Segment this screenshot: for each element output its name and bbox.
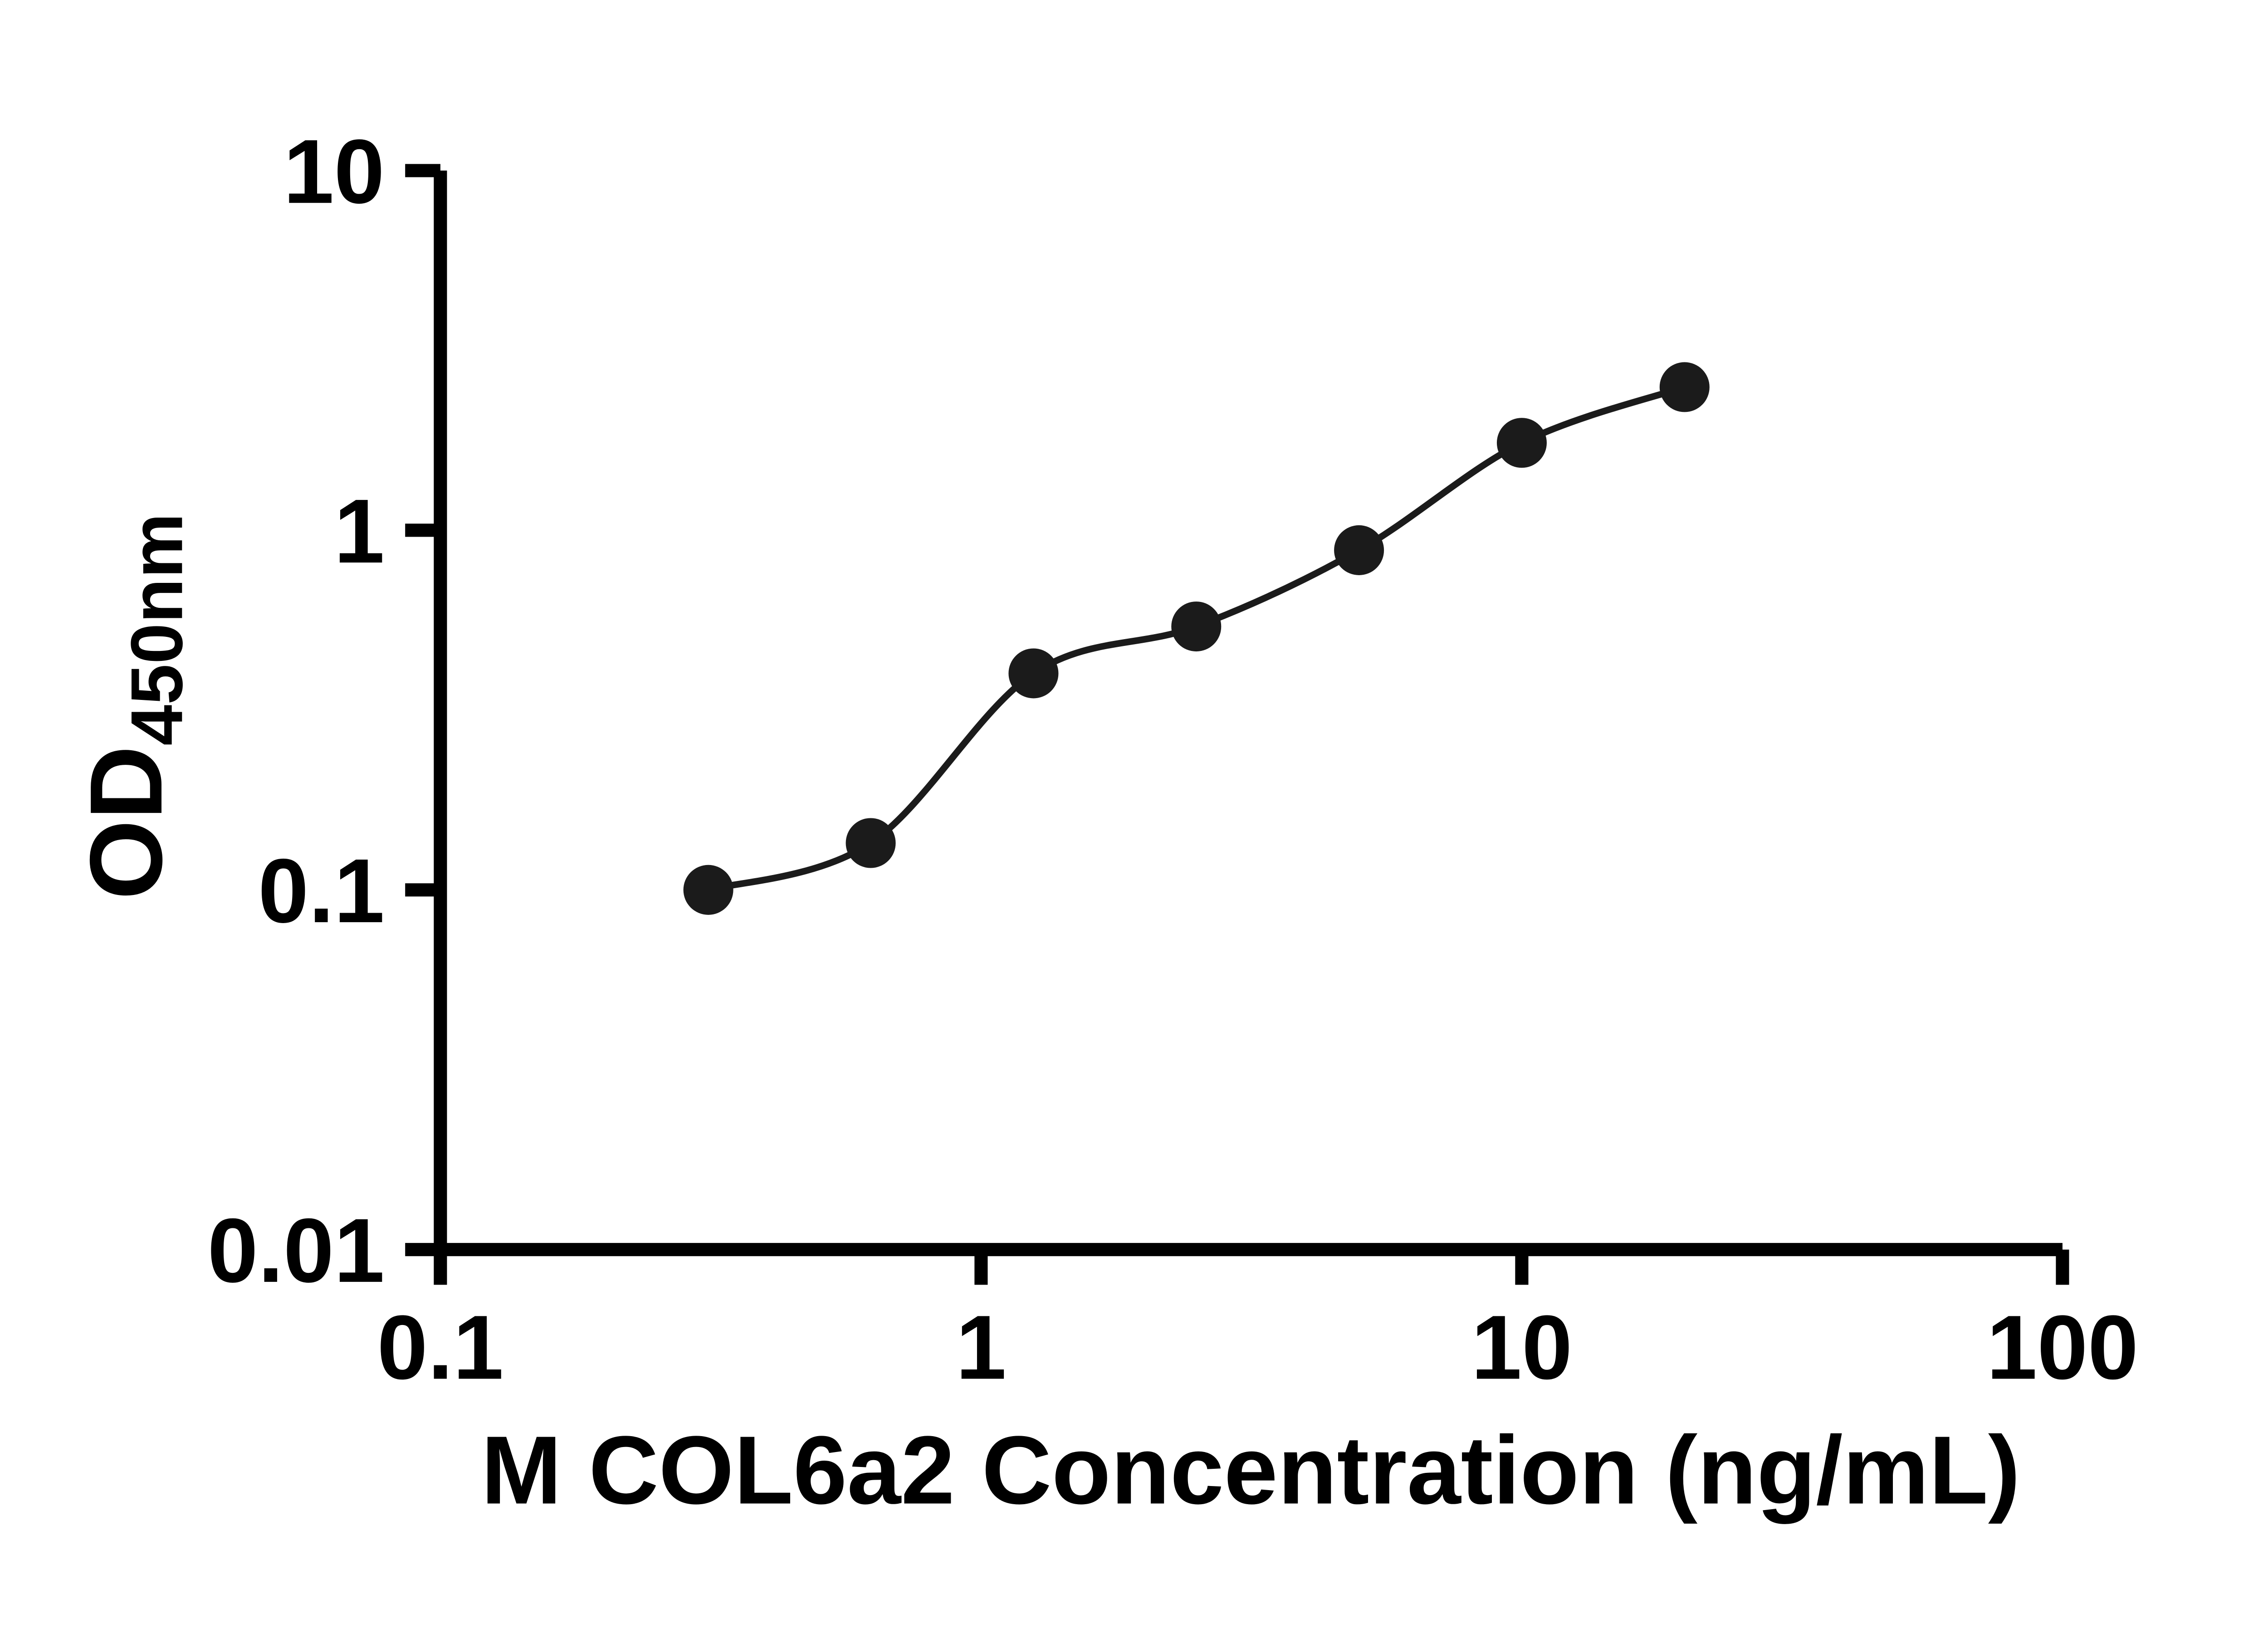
data-point	[1334, 525, 1384, 575]
data-point	[846, 818, 896, 868]
data-point	[683, 865, 733, 915]
data-point	[1171, 601, 1222, 652]
data-point	[1496, 418, 1547, 468]
x-axis-title: M COL6a2 Concentration (ng/mL)	[481, 1417, 2020, 1525]
x-axis-tick-label: 100	[1987, 1296, 2139, 1398]
data-point	[1008, 648, 1059, 699]
y-axis-title-main: OD	[69, 746, 184, 900]
x-axis-tick-label: 0.1	[377, 1296, 503, 1398]
data-point	[1659, 362, 1710, 412]
y-axis-title: OD450nm	[69, 513, 198, 900]
y-axis-tick-label: 0.01	[207, 1199, 384, 1301]
y-axis-title-subscript: 450nm	[116, 513, 198, 746]
axes-frame	[434, 171, 2063, 1257]
y-axis-tick-label: 0.1	[258, 840, 385, 942]
y-axis-tick-label: 10	[284, 120, 385, 222]
x-axis-tick-label: 1	[956, 1296, 1007, 1398]
x-axis-tick-label: 10	[1471, 1296, 1572, 1398]
y-axis-tick-label: 1	[334, 480, 385, 582]
